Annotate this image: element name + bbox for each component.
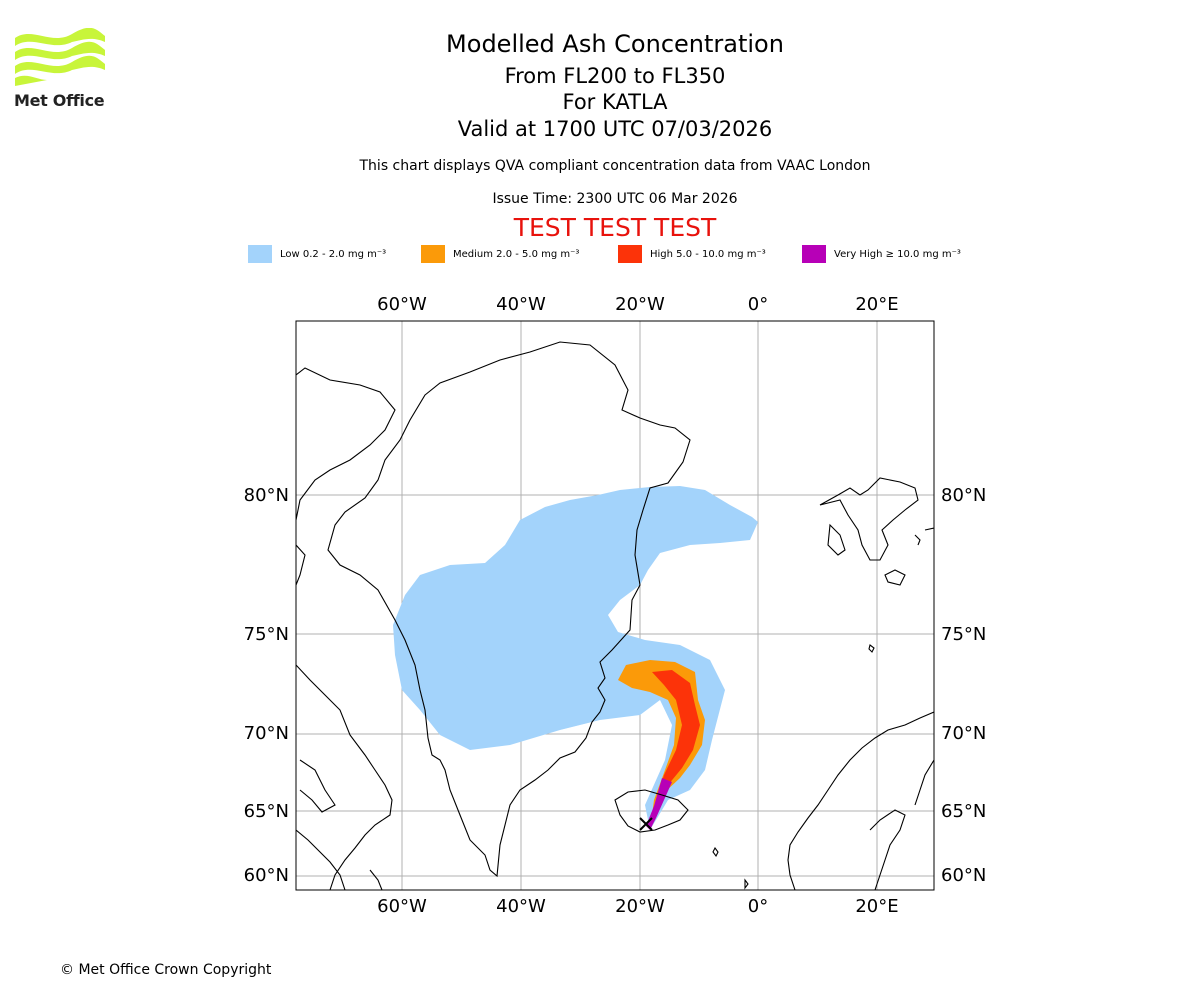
lon-label-bottom-5: 20°E [855,896,898,917]
issue-time: Issue Time: 2300 UTC 06 Mar 2026 [492,191,738,207]
ash-very-high-area [646,778,672,830]
legend-item-medium: Medium 2.0 - 5.0 mg m⁻³ [421,244,579,264]
legend-item-low: Low 0.2 - 2.0 mg m⁻³ [248,244,386,264]
legend-swatch-very-high [802,245,826,263]
lat-label-right-5: 60°N [941,865,986,886]
lon-label-bottom-4: 0° [748,896,768,917]
lat-label-right-1: 80°N [941,485,986,506]
lat-label-left-4: 65°N [244,801,289,822]
lon-label-top-4: 0° [748,294,768,315]
lat-label-left-1: 80°N [244,485,289,506]
lon-label-bottom-3: 20°W [615,896,665,917]
map-body [296,321,934,890]
legend-label-very-high: Very High ≥ 10.0 mg m⁻³ [834,248,961,260]
ash-low-area [393,486,758,830]
lat-label-right-3: 70°N [941,723,986,744]
test-banner: TEST TEST TEST [513,213,717,242]
legend-swatch-medium [421,245,445,263]
lon-label-bottom-1: 60°W [377,896,427,917]
legend-label-low: Low 0.2 - 2.0 mg m⁻³ [280,248,387,260]
legend-label-medium: Medium 2.0 - 5.0 mg m⁻³ [453,248,580,260]
chart-title: Modelled Ash Concentration [446,30,784,58]
legend-swatch-high [618,245,642,263]
lat-label-right-4: 65°N [941,801,986,822]
lat-label-left-5: 60°N [244,865,289,886]
met-office-waves-icon [15,27,105,86]
lon-label-bottom-2: 40°W [496,896,546,917]
volcano-subtitle: For KATLA [562,90,668,114]
valid-time: Valid at 1700 UTC 07/03/2026 [457,117,773,141]
coastlines [296,341,934,890]
copyright: © Met Office Crown Copyright [60,962,272,978]
chart-description: This chart displays QVA compliant concen… [359,158,871,174]
logo-text: Met Office [14,91,105,110]
legend-item-high: High 5.0 - 10.0 mg m⁻³ [618,244,766,264]
lat-label-right-2: 75°N [941,624,986,645]
lon-label-top-1: 60°W [377,294,427,315]
lat-label-left-3: 70°N [244,723,289,744]
flight-level-subtitle: From FL200 to FL350 [504,64,726,88]
lon-label-top-5: 20°E [855,294,898,315]
legend-item-very-high: Very High ≥ 10.0 mg m⁻³ [802,244,961,264]
map-frame [295,320,935,891]
legend-swatch-low [248,245,272,263]
lat-label-left-2: 75°N [244,624,289,645]
katla-volcano-marker [639,817,653,831]
lon-label-top-3: 20°W [615,294,665,315]
met-office-logo: Met Office [12,27,112,114]
legend-label-high: High 5.0 - 10.0 mg m⁻³ [650,248,766,260]
lon-label-top-2: 40°W [496,294,546,315]
axis-labels: 60°W 40°W 20°W 0° 20°E 60°W 40°W 20°W 0°… [244,294,987,917]
